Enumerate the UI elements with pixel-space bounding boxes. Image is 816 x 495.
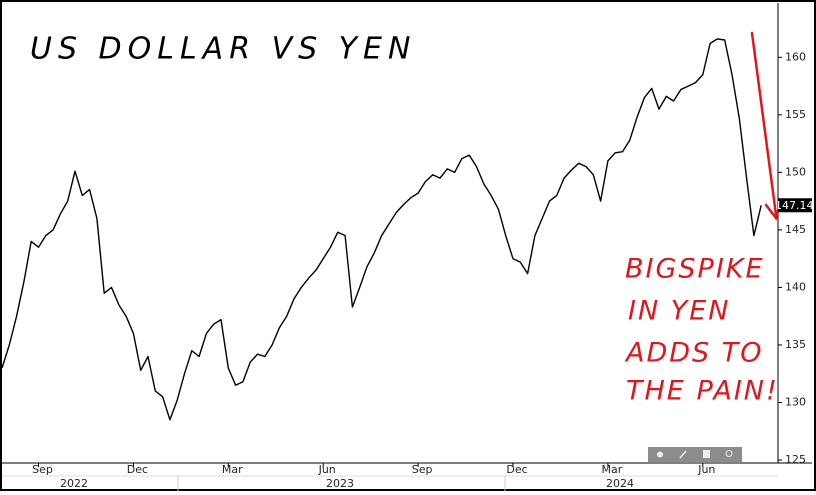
arrow-shaft [750, 31, 778, 217]
y-tick-label: 130 [785, 395, 806, 408]
x-group-label: 2023 [326, 477, 354, 490]
y-tick-label: 160 [785, 50, 806, 63]
x-tick-label: Mar [602, 463, 623, 476]
annotation: IN YEN [628, 296, 731, 327]
x-tick-label: Mar [222, 463, 243, 476]
toolbar [648, 447, 742, 462]
toolbar-bg [648, 447, 742, 462]
last-value-box [778, 198, 812, 213]
x-tick-label: Sep [412, 463, 433, 476]
y-tick-label: 140 [785, 280, 806, 293]
y-tick-label: 150 [785, 165, 806, 178]
y-tick-label: 125 [785, 453, 806, 466]
toolbar-icon[interactable] [725, 450, 733, 457]
annotation: ADDS TO [624, 338, 764, 369]
y-tick-label: 155 [785, 108, 806, 121]
toolbar-icon[interactable] [657, 451, 663, 458]
annotation: BIGSPIKE [625, 254, 765, 285]
x-group-label: 2022 [60, 477, 88, 490]
x-group-label: 2024 [606, 477, 634, 490]
toolbar-icon[interactable] [703, 450, 710, 458]
x-tick-label: Jun [697, 463, 715, 476]
price-line [2, 38, 762, 421]
last-value-tag: 147.14 [775, 198, 814, 213]
x-tick-label: Dec [506, 463, 527, 476]
y-tick-label: 145 [785, 223, 806, 236]
toolbar-icon[interactable] [679, 450, 687, 459]
x-tick-label: Dec [127, 463, 148, 476]
x-tick-label: Jun [318, 463, 336, 476]
chart-title: US DOLLAR VS YEN [30, 32, 416, 67]
last-value-label: 147.14 [775, 199, 814, 212]
annotation: THE PAIN! [626, 376, 779, 407]
y-tick-label: 135 [785, 338, 806, 351]
x-tick-label: Sep [32, 463, 53, 476]
